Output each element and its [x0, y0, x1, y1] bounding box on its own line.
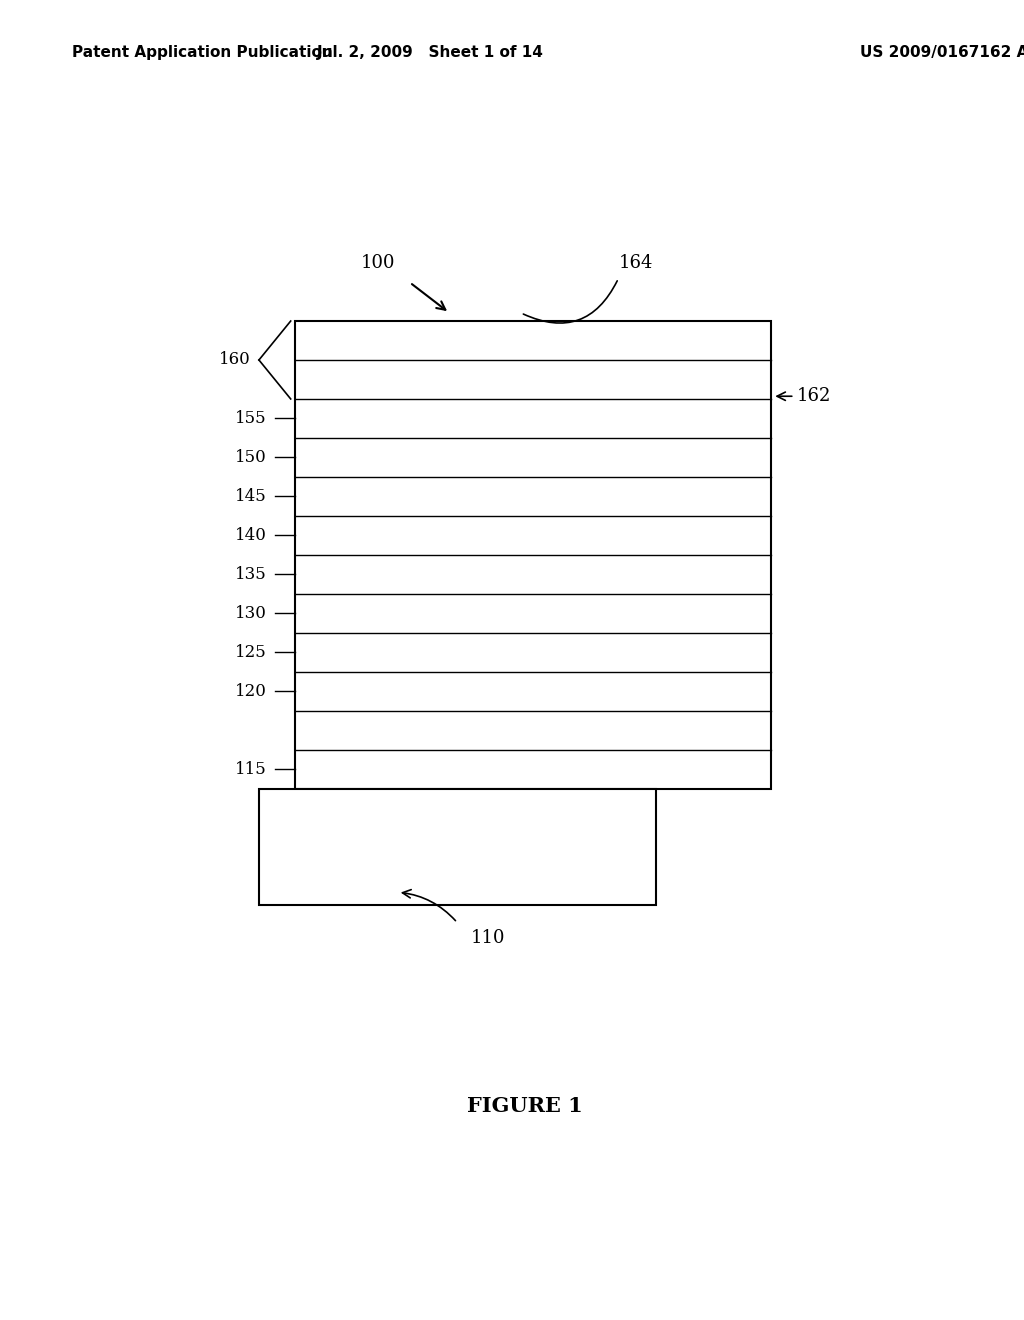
Text: Jul. 2, 2009   Sheet 1 of 14: Jul. 2, 2009 Sheet 1 of 14: [316, 45, 544, 61]
Text: 160: 160: [219, 351, 251, 368]
Text: 110: 110: [471, 929, 505, 946]
Text: US 2009/0167162 A1: US 2009/0167162 A1: [860, 45, 1024, 61]
Bar: [259, 788, 655, 906]
Text: Patent Application Publication: Patent Application Publication: [72, 45, 333, 61]
Text: 100: 100: [360, 255, 395, 272]
Text: 164: 164: [618, 255, 653, 272]
Text: 130: 130: [234, 605, 267, 622]
Text: FIGURE 1: FIGURE 1: [467, 1096, 583, 1115]
Bar: [295, 321, 771, 788]
Text: 115: 115: [236, 760, 267, 777]
Text: 155: 155: [236, 411, 267, 426]
Text: 150: 150: [236, 449, 267, 466]
Text: 140: 140: [234, 527, 267, 544]
Text: 162: 162: [797, 387, 831, 405]
Text: 135: 135: [236, 566, 267, 582]
Text: 125: 125: [236, 644, 267, 661]
Text: 145: 145: [236, 488, 267, 504]
Text: 120: 120: [234, 682, 267, 700]
